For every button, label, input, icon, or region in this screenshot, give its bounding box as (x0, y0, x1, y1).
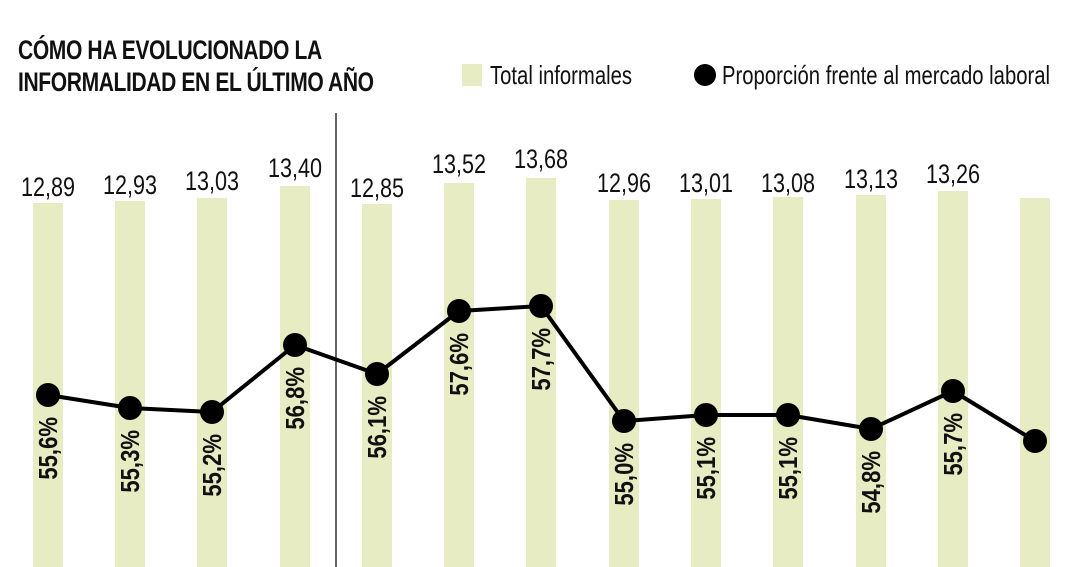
line-marker (694, 403, 718, 427)
line-marker (118, 396, 142, 420)
bar-series (33, 178, 1050, 567)
bar-value-label: 13,68 (514, 145, 568, 175)
line-marker (365, 362, 389, 386)
line-value-label: 55,0% (610, 443, 639, 506)
line-marker (776, 403, 800, 427)
line-value-label: 57,7% (527, 328, 556, 391)
dot-marker-icon (694, 64, 716, 86)
bar (856, 195, 886, 567)
line-markers (36, 294, 1047, 453)
bar-value-label: 13,26 (926, 160, 980, 190)
line-value-label: 54,8% (857, 451, 886, 514)
line-marker (529, 294, 553, 318)
bar (609, 200, 639, 567)
bar (1020, 198, 1050, 567)
line-marker (200, 400, 224, 424)
line-marker (612, 409, 636, 433)
bar-value-label: 12,93 (103, 171, 157, 201)
bar-value-label: 13,01 (679, 169, 733, 199)
bar (773, 197, 803, 567)
line-value-label: 56,1% (363, 396, 392, 459)
bar (691, 199, 721, 567)
legend-label-bars: Total informales (490, 59, 633, 90)
line-marker (859, 417, 883, 441)
bar-value-label: 13,52 (432, 150, 486, 180)
line-value-label: 56,8% (281, 367, 310, 430)
bar-value-label: 12,89 (21, 173, 75, 203)
line-marker (1023, 429, 1047, 453)
bar-value-label: 13,03 (185, 167, 239, 197)
bar (197, 198, 227, 567)
line-marker (36, 383, 60, 407)
line-value-label: 55,1% (692, 437, 721, 500)
line-value-label: 57,6% (445, 333, 474, 396)
bar-value-label: 13,08 (761, 169, 815, 199)
line-value-label: 55,7% (939, 413, 968, 476)
chart-title: CÓMO HA EVOLUCIONADO LA INFORMALIDAD EN … (18, 34, 374, 98)
legend-label-line: Proporción frente al mercado laboral (722, 59, 1051, 90)
bar-value-label: 12,96 (597, 169, 651, 199)
line-marker (941, 379, 965, 403)
line-value-label: 55,3% (116, 430, 145, 493)
bar-value-label: 12,85 (350, 174, 404, 204)
bar (115, 201, 145, 567)
line-value-label: 55,1% (774, 437, 803, 500)
legend-item-proporcion: Proporción frente al mercado laboral (694, 60, 1080, 90)
legend-item-total-informales: Total informales (462, 60, 672, 90)
line-value-label: 55,2% (198, 434, 227, 497)
chart-title-line-2: INFORMALIDAD EN EL ÚLTIMO AÑO (18, 67, 374, 97)
bar (444, 183, 474, 567)
bar (280, 186, 310, 567)
bar (526, 178, 556, 567)
chart-title-line-1: CÓMO HA EVOLUCIONADO LA (18, 35, 322, 65)
line-value-labels: 55,6% 55,3% 55,2% 56,8% 56,1% 57,6% 57,7% 55,0%… (34, 328, 968, 514)
line-marker (283, 333, 307, 357)
bar-swatch-icon (462, 64, 482, 86)
bar-value-labels: 12,89 12,93 13,03 13,40 12,85 13,52 13,68 12,96… (21, 145, 980, 204)
bar-value-label: 13,40 (268, 154, 322, 184)
bar-value-label: 13,13 (844, 165, 898, 195)
line-marker (447, 299, 471, 323)
line-value-label: 55,6% (34, 417, 63, 480)
